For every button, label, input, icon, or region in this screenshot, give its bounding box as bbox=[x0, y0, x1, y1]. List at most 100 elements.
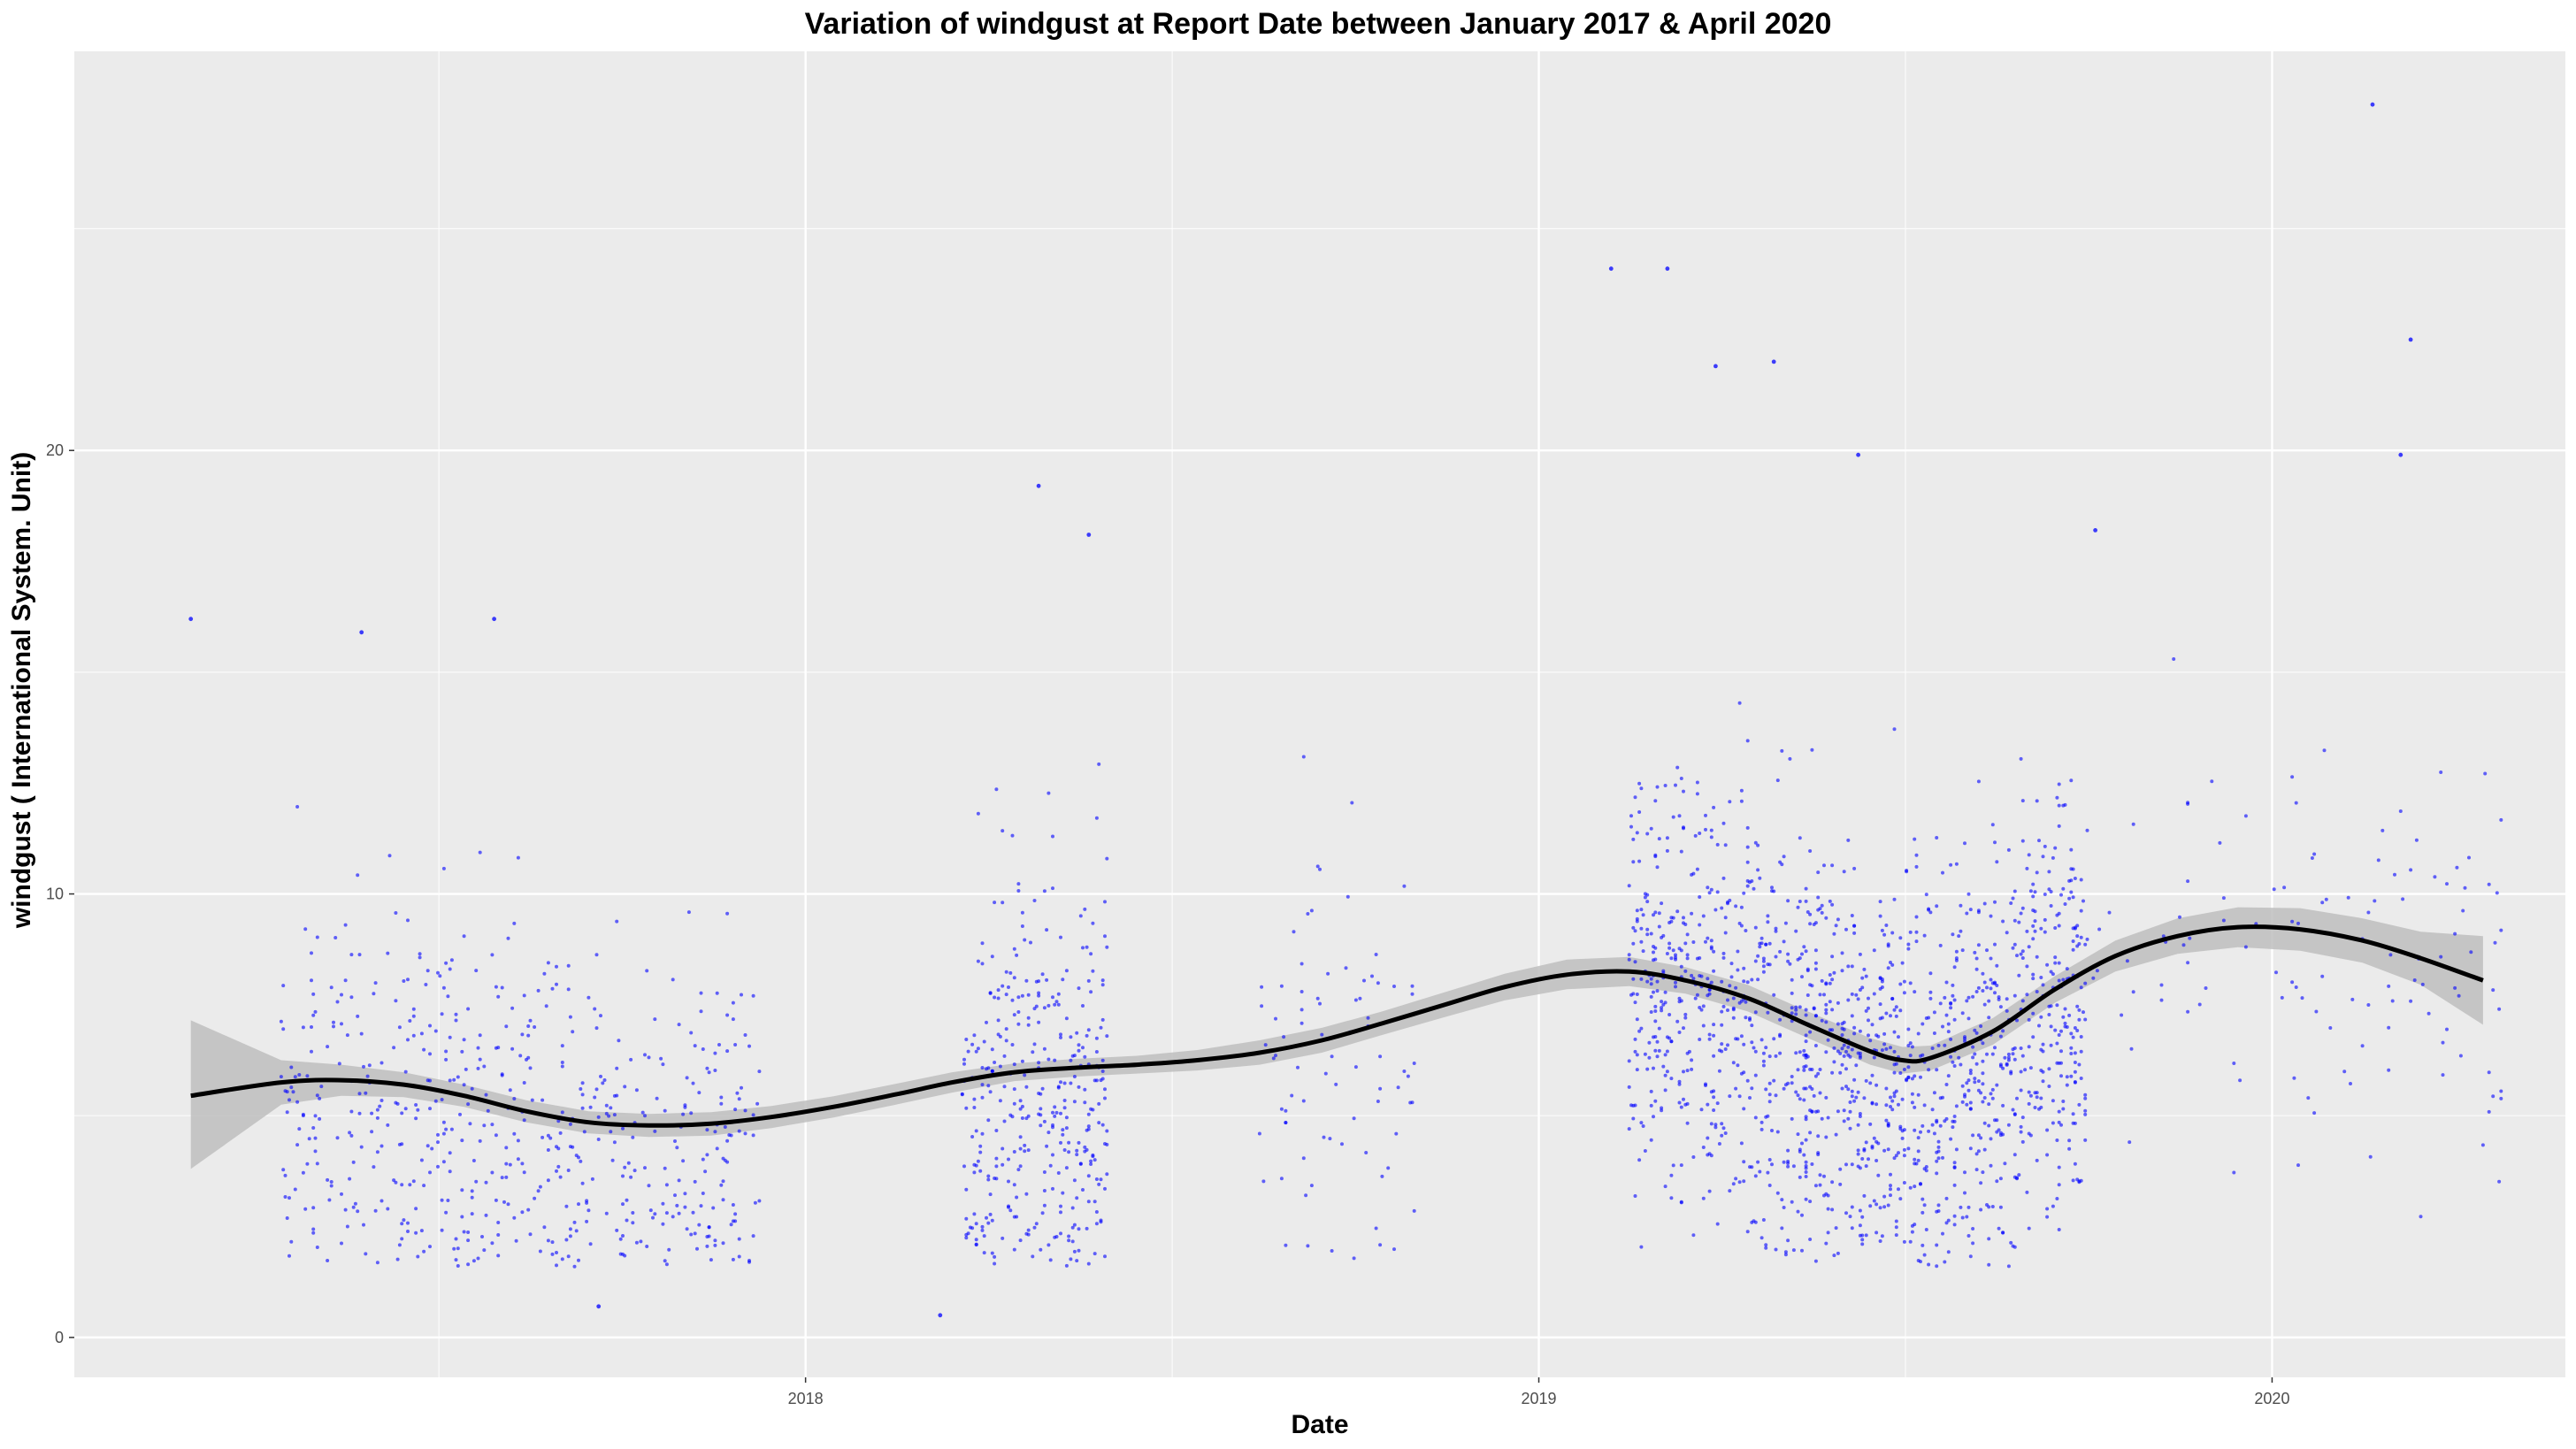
data-point bbox=[1679, 849, 1683, 854]
data-point bbox=[1639, 1245, 1644, 1249]
data-point bbox=[348, 1131, 352, 1135]
data-point bbox=[974, 1049, 978, 1054]
data-point bbox=[2057, 1033, 2061, 1037]
data-point bbox=[2069, 878, 2074, 883]
data-point bbox=[715, 1146, 719, 1151]
data-point bbox=[1296, 1065, 1300, 1070]
data-point bbox=[1813, 1259, 1818, 1263]
data-point bbox=[1069, 1257, 1073, 1261]
data-point bbox=[1089, 1107, 1093, 1111]
data-point bbox=[301, 1114, 305, 1118]
data-point bbox=[2077, 1017, 2082, 1022]
data-point bbox=[663, 1108, 667, 1113]
data-point bbox=[364, 1091, 368, 1095]
data-point bbox=[1836, 1049, 1840, 1054]
data-point bbox=[1392, 1247, 1396, 1252]
data-point bbox=[1048, 1258, 1053, 1262]
data-point bbox=[452, 1077, 456, 1082]
data-point bbox=[1990, 1052, 1995, 1056]
data-point bbox=[743, 1131, 748, 1136]
data-point bbox=[2071, 1112, 2075, 1116]
data-point bbox=[2031, 882, 2036, 886]
data-point bbox=[1772, 1037, 1776, 1041]
data-point bbox=[1898, 1127, 1903, 1131]
data-point bbox=[1069, 1081, 1073, 1085]
data-point bbox=[1872, 948, 1876, 953]
data-point bbox=[1840, 969, 1844, 973]
data-point bbox=[440, 1228, 444, 1232]
data-point bbox=[972, 1170, 977, 1175]
data-point bbox=[1886, 1123, 1890, 1127]
data-point bbox=[1808, 1067, 1813, 1071]
data-point bbox=[568, 1227, 572, 1231]
data-point bbox=[1340, 1142, 1344, 1146]
data-point bbox=[1685, 956, 1690, 961]
data-point bbox=[283, 1173, 288, 1177]
data-point bbox=[1826, 1116, 1830, 1120]
data-point bbox=[1987, 999, 1991, 1003]
data-point bbox=[1952, 1017, 1957, 1022]
data-point bbox=[1791, 1248, 1796, 1253]
data-point bbox=[1750, 1220, 1754, 1224]
data-point bbox=[1949, 1137, 1953, 1141]
data-point bbox=[2028, 1093, 2033, 1098]
data-point bbox=[1913, 990, 1917, 994]
data-point bbox=[2093, 528, 2098, 533]
data-point bbox=[295, 1143, 300, 1147]
data-point bbox=[2461, 908, 2465, 913]
data-point bbox=[1902, 1147, 1906, 1152]
data-point bbox=[1960, 1011, 1965, 1016]
data-point bbox=[440, 1012, 444, 1016]
data-point bbox=[1794, 1012, 1798, 1016]
data-point bbox=[689, 1031, 694, 1035]
data-point bbox=[625, 1218, 629, 1223]
data-point bbox=[2055, 1138, 2059, 1142]
data-point bbox=[2015, 954, 2019, 958]
data-point bbox=[2204, 986, 2208, 990]
data-point bbox=[370, 1130, 374, 1134]
data-point bbox=[1081, 1004, 1085, 1008]
data-point bbox=[1683, 969, 1688, 973]
data-point bbox=[1919, 1075, 1922, 1079]
data-point bbox=[1677, 814, 1682, 818]
data-point bbox=[1064, 1116, 1069, 1120]
data-point bbox=[1774, 1054, 1778, 1058]
data-point bbox=[1858, 1029, 1862, 1033]
data-point bbox=[1663, 990, 1668, 994]
data-point bbox=[2077, 1062, 2082, 1067]
data-point bbox=[604, 1103, 609, 1108]
data-point bbox=[1864, 1164, 1868, 1169]
data-point bbox=[693, 1179, 697, 1184]
data-point bbox=[416, 1108, 420, 1112]
data-point bbox=[1927, 1016, 1931, 1020]
data-point bbox=[990, 1218, 994, 1223]
data-point bbox=[470, 1212, 474, 1216]
data-point bbox=[1077, 1140, 1081, 1145]
data-point bbox=[1081, 1046, 1085, 1050]
data-point bbox=[1712, 1054, 1716, 1058]
data-point bbox=[1924, 1228, 1928, 1231]
data-point bbox=[1830, 863, 1835, 868]
data-point bbox=[454, 1012, 458, 1016]
data-point bbox=[1007, 1205, 1010, 1209]
data-point bbox=[1892, 1008, 1897, 1012]
data-point bbox=[1951, 993, 1955, 998]
data-point bbox=[1627, 1085, 1631, 1089]
data-point bbox=[980, 941, 985, 946]
data-point bbox=[1051, 1123, 1054, 1127]
data-point bbox=[1631, 941, 1636, 946]
data-point bbox=[2028, 1066, 2033, 1070]
data-point bbox=[1850, 1226, 1854, 1230]
data-point bbox=[1026, 1148, 1031, 1153]
data-point bbox=[2057, 978, 2061, 983]
data-point bbox=[1913, 1157, 1917, 1162]
data-point bbox=[1633, 1194, 1637, 1198]
data-point bbox=[1952, 1165, 1957, 1169]
data-point bbox=[1742, 979, 1746, 984]
data-point bbox=[1010, 998, 1015, 1002]
data-point bbox=[400, 1111, 404, 1116]
data-point bbox=[351, 1160, 356, 1164]
data-point bbox=[580, 1181, 585, 1185]
data-point bbox=[588, 1105, 593, 1109]
data-point bbox=[664, 1211, 669, 1215]
